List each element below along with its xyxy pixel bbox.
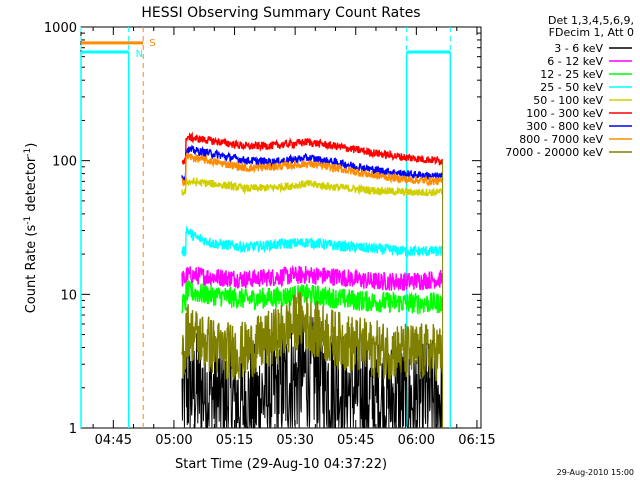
y-axis-label-end: ) [24, 143, 39, 148]
timestamp: 29-Aug-2010 15:00 [557, 468, 634, 477]
legend-entry-label: 800 - 7000 keV [519, 133, 603, 146]
legend-entry-label: 50 - 100 keV [533, 94, 603, 107]
series-line [181, 144, 443, 182]
y-tick-label: 100 [52, 155, 77, 170]
x-tick-label: 05:45 [337, 433, 374, 448]
series-line [181, 278, 443, 315]
x-tick-label: 05:15 [216, 433, 253, 448]
x-tick-label: 06:00 [398, 433, 435, 448]
y-tick-label: 1 [69, 422, 77, 437]
x-tick-label: 06:15 [458, 433, 495, 448]
night-flag-label: S [149, 38, 155, 49]
legend-entry-label: 3 - 6 keV [554, 42, 603, 55]
x-axis-label: Start Time (29-Aug-10 04:37:22) [175, 457, 387, 472]
x-tick-label: 05:30 [276, 433, 313, 448]
legend: Det 1,3,4,5,6,9,FDecim 1, Att 0 3 - 6 keV… [505, 14, 634, 159]
legend-entry-label: 100 - 300 keV [526, 107, 603, 120]
y-axis-label: Count Rate (s-1 detector-1) [23, 143, 39, 314]
x-tick-label: 05:00 [155, 433, 192, 448]
y-axis-label-main: Count Rate (s [24, 225, 39, 314]
series-line [181, 131, 443, 167]
y-tick-label: 1000 [44, 21, 77, 36]
legend-header-line: Det 1,3,4,5,6,9, [548, 14, 634, 27]
series-line [181, 225, 443, 258]
y-axis-label-sup1: -1 [23, 216, 33, 225]
saa-flag-label: N [136, 49, 143, 60]
legend-entry-label: 25 - 50 keV [540, 81, 603, 94]
series-line [181, 265, 443, 292]
y-axis-label-mid: detector [24, 156, 39, 216]
y-tick-label: 10 [60, 288, 77, 303]
x-tick-label: 04:45 [95, 433, 132, 448]
series-line [181, 176, 443, 198]
chart-title: HESSI Observing Summary Count Rates [141, 5, 420, 21]
legend-entry-label: 6 - 12 keV [547, 55, 603, 68]
axis-ticks: 04:45 05:00 05:15 05:30 05:45 06:00 06:15 1 10 10… [44, 21, 496, 448]
y-axis-label-sup2: -1 [23, 148, 33, 157]
legend-entry-label: 300 - 800 keV [526, 120, 603, 133]
legend-header-line: FDecim 1, Att 0 [549, 26, 634, 39]
legend-entry-label: 12 - 25 keV [540, 68, 603, 81]
series-line [181, 292, 443, 382]
series-layer: NS [80, 27, 452, 429]
legend-entry-label: 7000 - 20000 keV [505, 146, 603, 159]
series-line [181, 152, 443, 187]
